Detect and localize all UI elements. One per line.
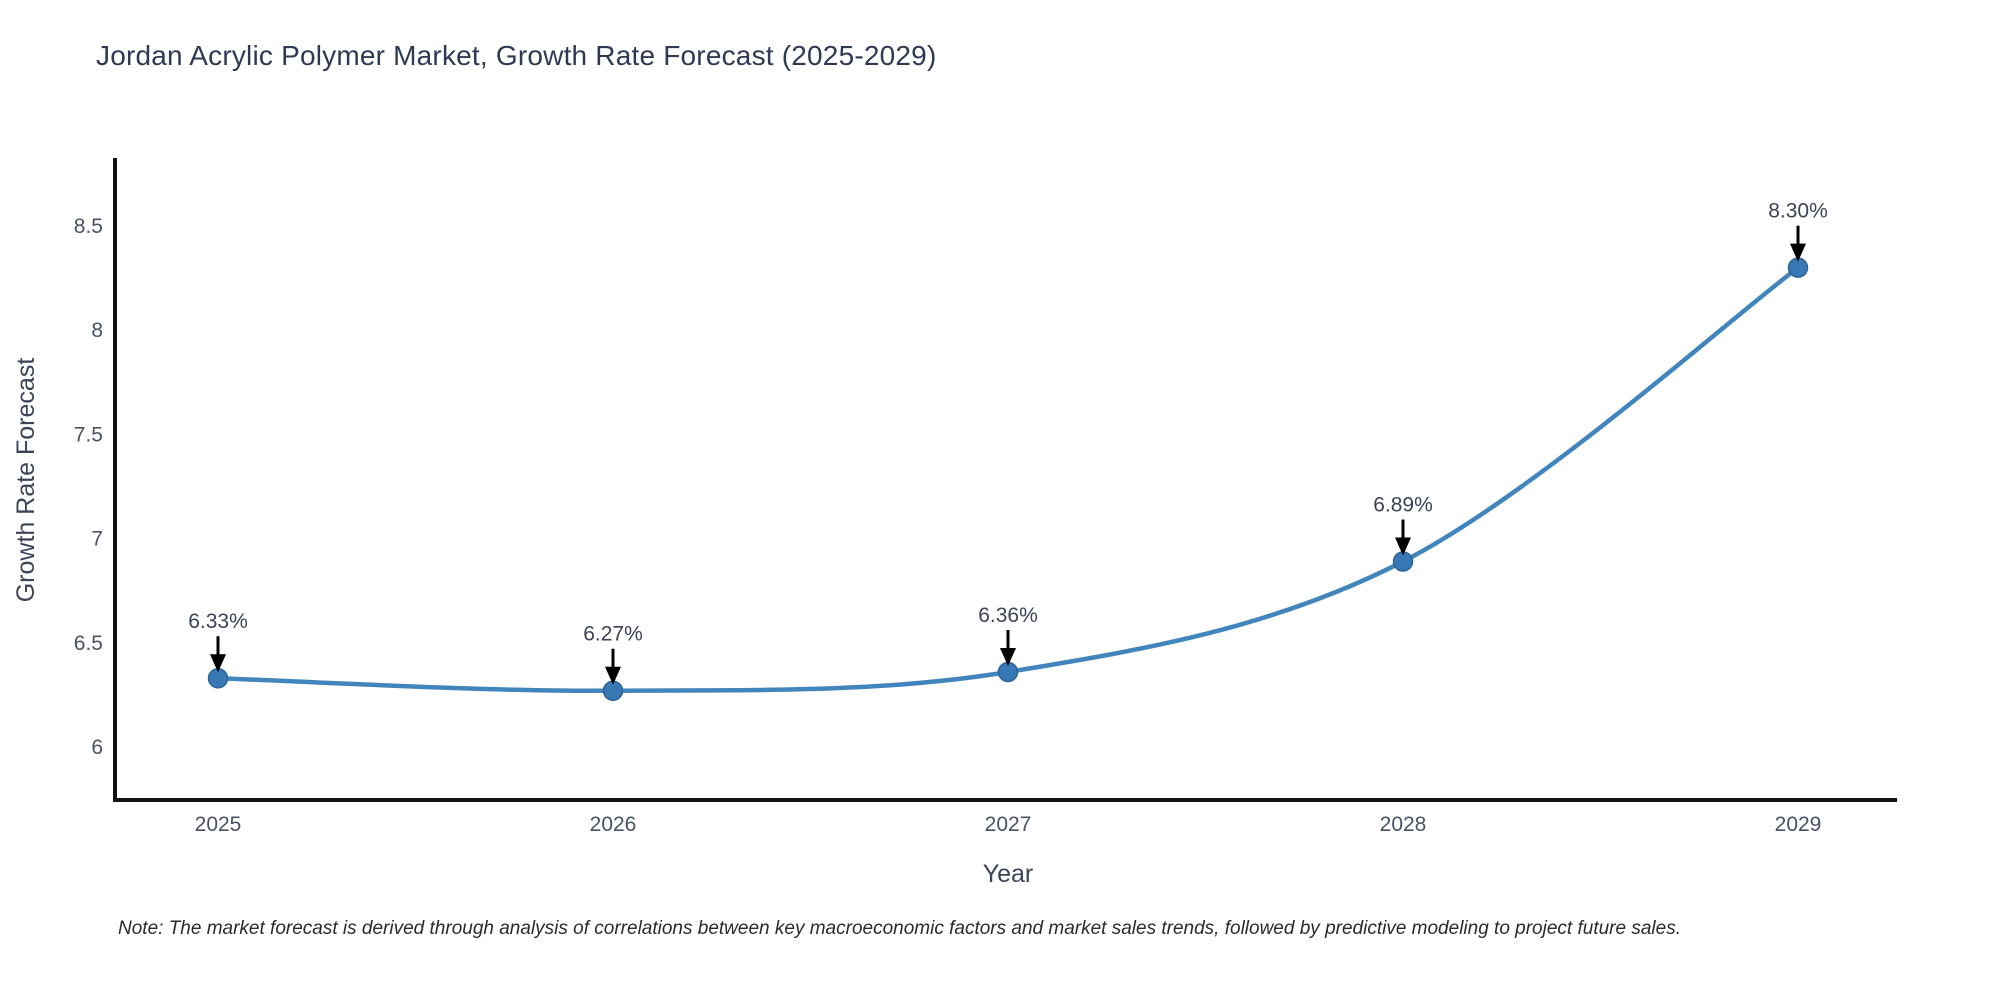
y-axis-title: Growth Rate Forecast: [12, 358, 40, 603]
y-tick-label: 6.5: [74, 632, 103, 655]
data-point-label: 6.36%: [978, 604, 1038, 627]
annotation-arrowhead: [605, 666, 621, 685]
x-tick-label: 2028: [1380, 813, 1427, 836]
chart-footnote: Note: The market forecast is derived thr…: [118, 918, 1681, 939]
annotation-arrowhead: [1000, 647, 1016, 666]
chart-title: Jordan Acrylic Polymer Market, Growth Ra…: [96, 40, 937, 71]
x-axis-title: Year: [983, 860, 1034, 888]
y-tick-label: 8: [91, 319, 103, 342]
x-tick-label: 2025: [195, 813, 242, 836]
annotation-arrowhead: [1395, 537, 1411, 556]
data-point-label: 8.30%: [1768, 200, 1828, 223]
annotation-arrowhead: [1790, 243, 1806, 262]
data-point-label: 6.89%: [1373, 494, 1433, 517]
x-tick-label: 2029: [1775, 813, 1822, 836]
series-line: [215, 265, 1801, 694]
y-tick-label: 8.5: [74, 215, 103, 238]
data-point-label: 6.27%: [583, 623, 643, 646]
y-tick-label: 6: [91, 736, 103, 759]
annotation-arrowhead: [210, 654, 226, 673]
y-tick-label: 7: [91, 528, 103, 551]
x-tick-label: 2026: [590, 813, 637, 836]
x-tick-label: 2027: [985, 813, 1032, 836]
data-point-label: 6.33%: [188, 610, 248, 633]
y-tick-label: 7.5: [74, 423, 103, 446]
